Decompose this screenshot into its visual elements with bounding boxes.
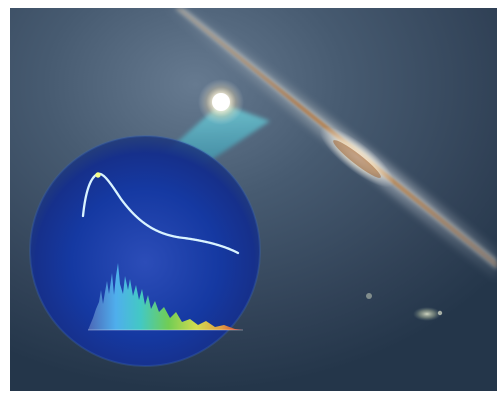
inset-circle [30, 136, 260, 366]
space-illustration [10, 8, 497, 391]
rainbow-spectrum-graph [88, 263, 243, 330]
supernova-star-icon [198, 79, 244, 125]
peak-marker-icon [95, 172, 101, 178]
brightness-curve [81, 172, 240, 255]
distant-galaxies [366, 293, 443, 321]
spectrum-inset [29, 135, 261, 367]
faint-star-icon [366, 293, 372, 299]
astronomy-scene [10, 8, 497, 391]
edge-on-spiral-galaxy [164, 8, 497, 281]
small-galaxy-icon [413, 307, 441, 321]
